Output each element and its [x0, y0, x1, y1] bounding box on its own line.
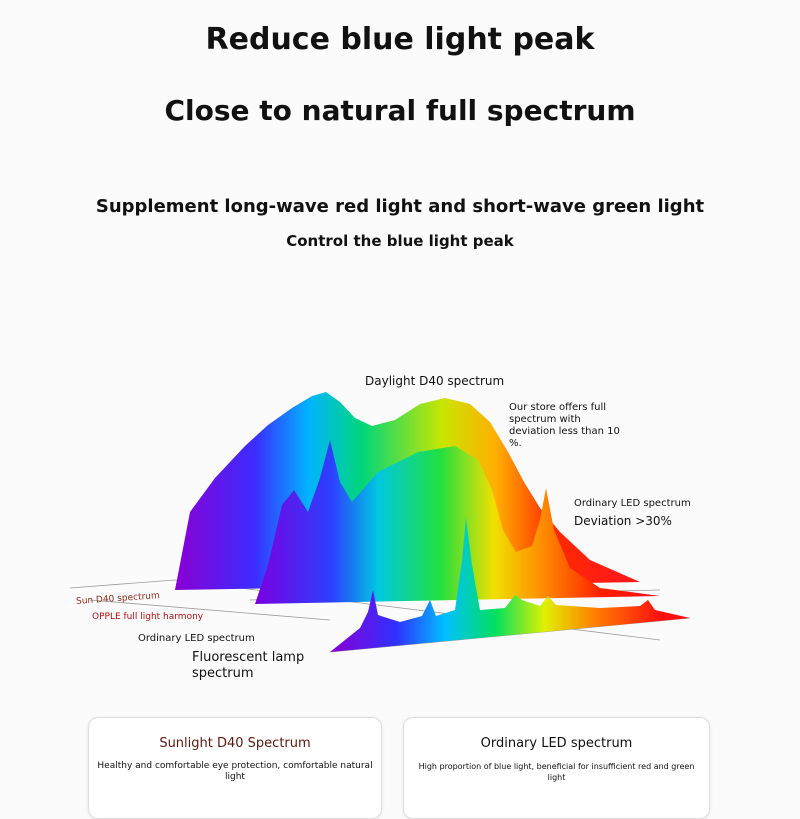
- note-line: deviation less than 10: [509, 426, 620, 437]
- axis-label: OPPLE full light harmony: [92, 612, 204, 622]
- card-title: Ordinary LED spectrum: [480, 736, 633, 751]
- led-label: Ordinary LED spectrum: [574, 498, 691, 509]
- card: Sunlight D40 Spectrum Healthy and comfor…: [88, 717, 382, 819]
- subtitle: Close to natural full spectrum: [164, 94, 636, 127]
- card-text: Healthy and comfortable eye protection, …: [97, 761, 373, 782]
- intro-line: Supplement long-wave red light and short…: [95, 196, 705, 217]
- title: Reduce blue light peak: [205, 22, 595, 57]
- note-line: %.: [509, 438, 522, 449]
- label-line: spectrum: [192, 666, 254, 681]
- intro-line: Control the blue light peak: [286, 232, 514, 250]
- led-deviation: Deviation >30%: [574, 514, 672, 528]
- axis-label: Ordinary LED spectrum: [138, 633, 255, 644]
- page: Reduce blue light peak Close to natural …: [69, 22, 710, 819]
- label-line: Fluorescent lamp: [192, 650, 305, 665]
- card-text: High proportion of blue light, beneficia…: [418, 762, 695, 782]
- card: Ordinary LED spectrum High proportion of…: [403, 717, 710, 819]
- note-line: spectrum with: [509, 414, 581, 425]
- store-note: Our store offers full spectrum with devi…: [509, 402, 620, 450]
- fluorescent-spectrum: [330, 518, 690, 652]
- spectrum-illustration: [69, 392, 691, 653]
- note-line: Our store offers full: [509, 402, 607, 413]
- fluorescent-label: Fluorescent lamp spectrum: [192, 650, 304, 682]
- led-spectrum: [255, 440, 660, 604]
- card-title: Sunlight D40 Spectrum: [159, 736, 311, 751]
- daylight-label: Daylight D40 spectrum: [365, 374, 505, 388]
